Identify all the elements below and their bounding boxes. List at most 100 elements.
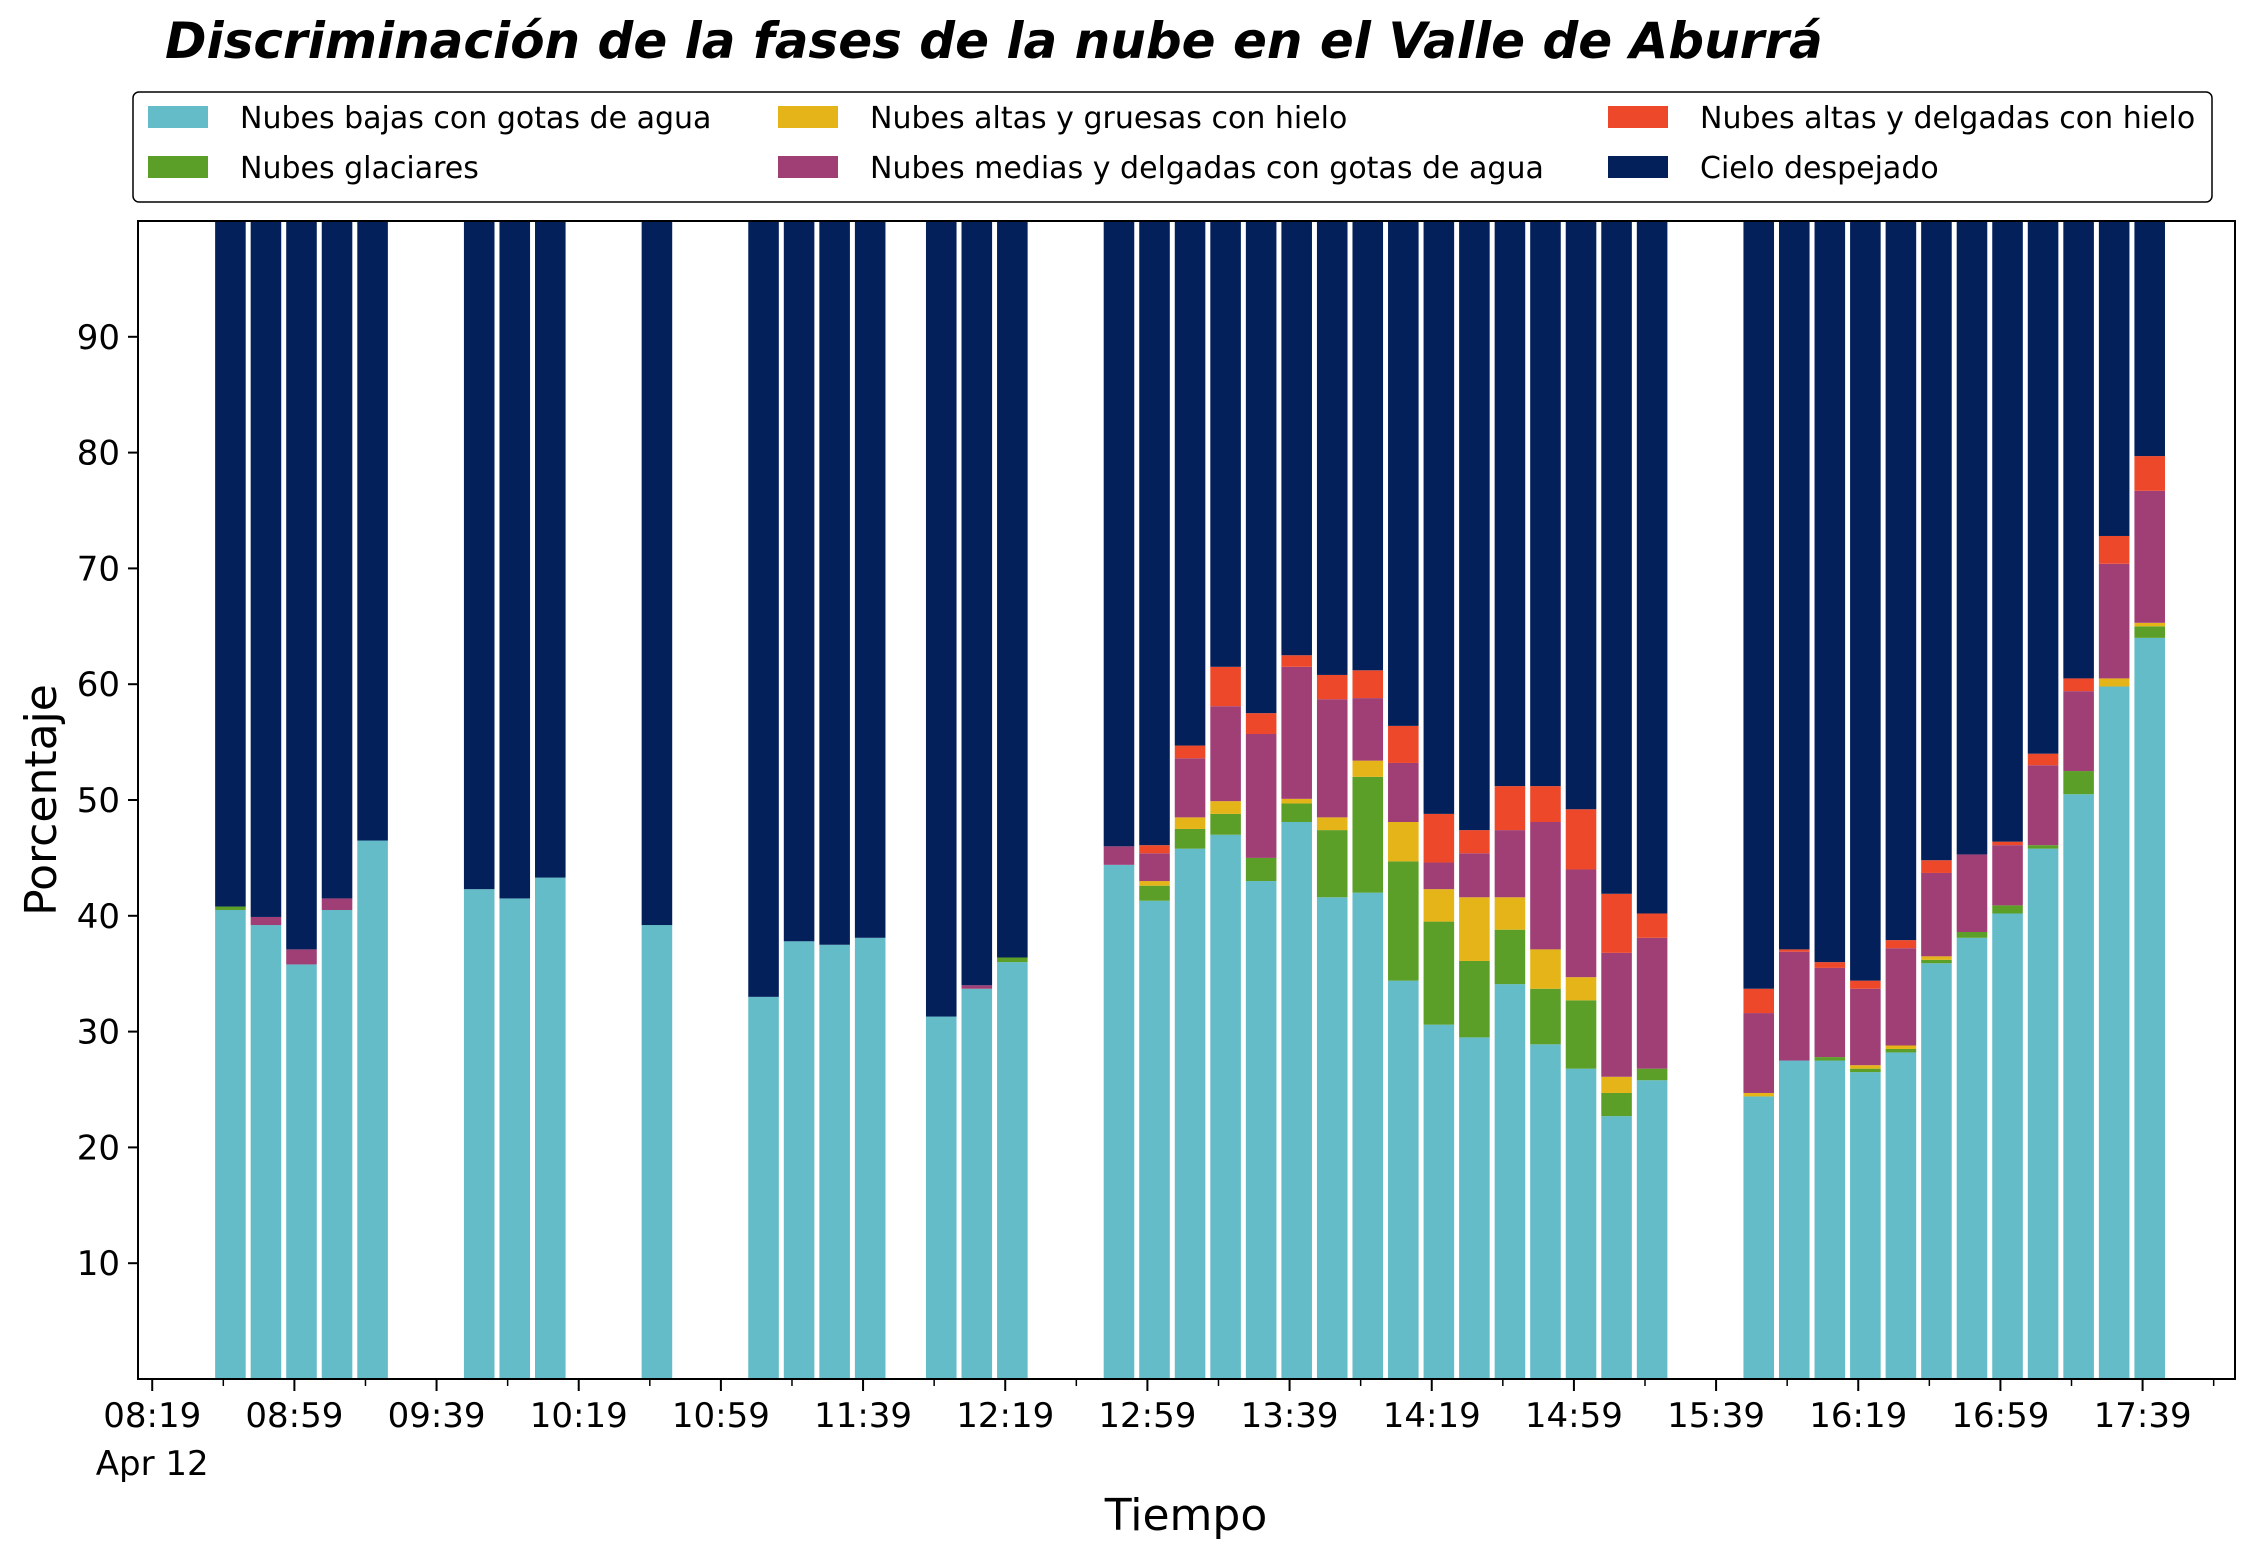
x-tick-label: 08:19: [103, 1396, 201, 1436]
bar-segment-16-5: [1103, 221, 1135, 847]
bar-segment-27-4: [1494, 786, 1526, 831]
bar-segment-38-3: [1956, 854, 1988, 933]
x-tick-label: 08:59: [245, 1396, 343, 1436]
bar-segment-7-5: [535, 221, 566, 878]
bar-segment-41-3: [2063, 691, 2094, 772]
x-tick-label: 16:19: [1809, 1396, 1907, 1436]
y-axis: 10 20 30 40 50 60 70 80 90: [77, 318, 138, 1284]
y-tick-label: 40: [77, 897, 120, 937]
bar-segment-28-0: [1530, 1044, 1561, 1379]
bar-segment-10-0: [783, 941, 815, 1379]
bar-segment-42-5: [2098, 221, 2130, 536]
bar-segment-23-3: [1352, 698, 1384, 761]
bar-segment-25-5: [1423, 221, 1455, 814]
x-axis-label: Tiempo: [1104, 1490, 1268, 1541]
bar-stack-40: [2027, 221, 2059, 1379]
bar-segment-12-5: [854, 221, 886, 938]
bar-stack-27: [1494, 221, 1526, 1379]
bar-stack-37: [1921, 221, 1952, 1379]
bar-stack-20: [1245, 221, 1277, 1379]
bar-segment-38-0: [1956, 937, 1988, 1379]
bar-segment-25-0: [1423, 1024, 1455, 1379]
bar-segment-4-0: [357, 840, 388, 1379]
x-tick-label: 14:59: [1525, 1396, 1623, 1436]
bar-stack-13: [925, 221, 957, 1379]
bar-segment-23-4: [1352, 670, 1384, 699]
bar-segment-18-0: [1174, 848, 1206, 1379]
bar-segment-40-0: [2027, 848, 2059, 1379]
bar-segment-41-5: [2063, 221, 2094, 679]
bar-segment-27-3: [1494, 830, 1526, 898]
y-tick-label: 50: [77, 781, 120, 821]
bar-segment-36-5: [1885, 221, 1917, 941]
bar-stack-39: [1992, 221, 2023, 1379]
bar-segment-26-1: [1459, 960, 1490, 1038]
bar-segment-30-5: [1601, 221, 1632, 894]
bar-stack-14: [961, 221, 993, 1379]
bar-segment-30-0: [1601, 1116, 1632, 1379]
bar-segment-39-3: [1992, 845, 2023, 906]
bar-stack-24: [1388, 221, 1419, 1379]
bar-segment-3-3: [321, 898, 353, 911]
bar-segment-42-0: [2098, 686, 2130, 1379]
bar-segment-24-4: [1388, 725, 1419, 763]
y-tick-label: 20: [77, 1128, 120, 1168]
bar-segment-22-2: [1316, 817, 1348, 831]
bar-segment-3-5: [321, 221, 353, 899]
bar-stack-3: [321, 221, 353, 1379]
bar-segment-37-2: [1921, 956, 1952, 960]
bar-stack-22: [1316, 221, 1348, 1379]
bar-segment-23-2: [1352, 760, 1384, 777]
bar-stack-8: [641, 221, 673, 1379]
x-axis: 08:19 Apr 12 08:59 09:39 10:19 10:59 11:39 12:1…: [96, 1379, 2215, 1484]
y-tick-label: 10: [77, 1244, 120, 1284]
bar-segment-43-4: [2134, 456, 2165, 491]
bar-stack-5: [463, 221, 495, 1379]
bar-segment-13-5: [925, 221, 957, 1017]
bar-segment-33-4: [1778, 949, 1810, 952]
bar-segment-30-4: [1601, 893, 1632, 953]
bar-segment-22-1: [1316, 830, 1348, 898]
bar-segment-35-1: [1850, 1068, 1881, 1073]
bar-segment-40-1: [2027, 845, 2059, 849]
bar-segment-25-1: [1423, 921, 1455, 1025]
bar-segment-39-1: [1992, 905, 2023, 914]
bar-segment-26-5: [1459, 221, 1490, 831]
bar-segment-34-5: [1814, 221, 1846, 963]
y-tick-label: 30: [77, 1013, 120, 1053]
bar-segment-5-0: [463, 889, 495, 1379]
bar-segment-31-5: [1636, 221, 1668, 914]
bar-segment-43-3: [2134, 490, 2165, 623]
bar-segment-13-0: [925, 1016, 957, 1379]
bar-segment-28-4: [1530, 786, 1561, 822]
bar-segment-36-3: [1885, 948, 1917, 1046]
bar-segment-42-2: [2098, 678, 2130, 687]
bar-segment-21-5: [1281, 221, 1312, 656]
bar-segment-30-1: [1601, 1092, 1632, 1117]
bar-segment-31-0: [1636, 1080, 1668, 1379]
legend-label-1: Nubes glaciares: [240, 151, 479, 186]
bar-segment-26-3: [1459, 853, 1490, 898]
bar-segment-40-4: [2027, 753, 2059, 766]
bar-segment-21-4: [1281, 655, 1312, 667]
legend-swatch-3: [778, 156, 838, 178]
bar-stack-4: [357, 221, 388, 1379]
bar-segment-23-0: [1352, 892, 1384, 1379]
bar-segment-4-5: [357, 221, 388, 841]
bar-segment-40-5: [2027, 221, 2059, 754]
bar-segment-2-3: [286, 949, 317, 965]
bar-segment-25-3: [1423, 862, 1455, 890]
x-tick-label: 11:39: [814, 1396, 912, 1436]
bar-segment-11-0: [819, 944, 850, 1379]
bar-segment-35-4: [1850, 980, 1881, 989]
bar-segment-15-1: [997, 957, 1028, 963]
bar-segment-9-0: [748, 996, 779, 1379]
bar-segment-35-0: [1850, 1072, 1881, 1379]
bar-stack-21: [1281, 221, 1312, 1379]
bar-segment-10-5: [783, 221, 815, 942]
bar-segment-27-2: [1494, 897, 1526, 930]
bar-segment-29-2: [1565, 977, 1597, 1001]
legend-swatch-4: [1608, 106, 1668, 128]
bar-segment-16-0: [1103, 864, 1135, 1379]
bar-segment-42-4: [2098, 535, 2130, 564]
